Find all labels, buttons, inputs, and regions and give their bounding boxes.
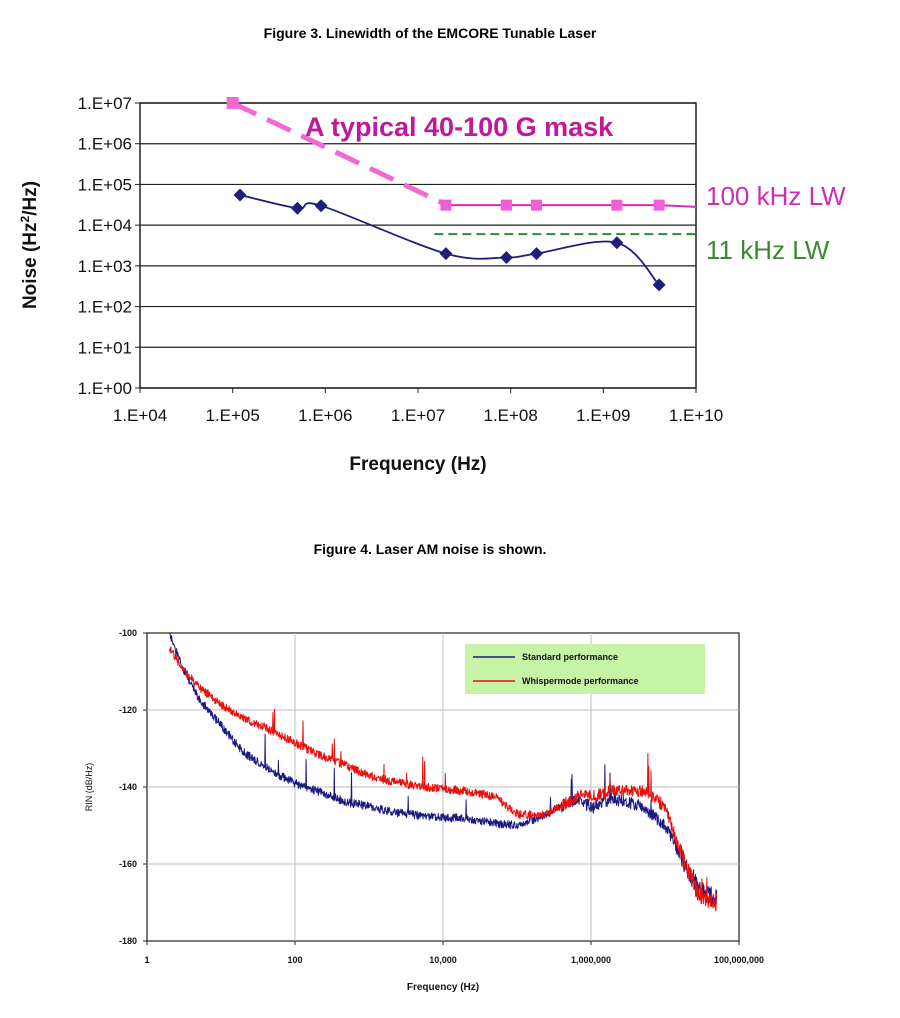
figure-4-y-tick-label: -180 bbox=[119, 936, 137, 946]
figure-3-y-ticks: 1.E+00 1.E+01 1.E+02 1.E+03 1.E+04 1.E+05 1.E+… bbox=[78, 94, 140, 398]
figure-4-series bbox=[168, 632, 718, 912]
lw100-point bbox=[440, 199, 452, 211]
lw100-annotation: 100 kHz LW bbox=[706, 181, 846, 211]
mask-slope-line bbox=[231, 100, 447, 207]
laser-noise-point bbox=[610, 236, 624, 250]
figure-4-y-tick-label: -120 bbox=[119, 705, 137, 715]
figure-3-title: Figure 3. Linewidth of the EMCORE Tunabl… bbox=[264, 25, 597, 41]
figure-3-x-tick-label: 1.E+10 bbox=[669, 406, 723, 425]
figure-3-y-label-sup: 2 bbox=[18, 215, 32, 222]
lw11-annotation: 11 kHz LW bbox=[706, 235, 830, 265]
figure-3-x-tick-label: 1.E+09 bbox=[576, 406, 630, 425]
laser-noise-point bbox=[499, 251, 513, 265]
lw100-point bbox=[530, 199, 542, 211]
laser-noise-point bbox=[529, 247, 543, 261]
laser-noise-point bbox=[439, 247, 453, 261]
laser-noise-point bbox=[290, 201, 304, 215]
lw100-point bbox=[653, 199, 665, 211]
figure-4-y-ticks: -100 -120 -140 -160 -180 bbox=[119, 628, 147, 946]
laser-noise-point bbox=[652, 278, 666, 292]
figure-4-x-tick-label: 10,000 bbox=[429, 955, 457, 965]
figure-4-legend: Standard performance Whispermode perform… bbox=[465, 644, 705, 694]
figure-3-x-tick-label: 1.E+07 bbox=[391, 406, 445, 425]
figure-4-x-axis-label: Frequency (Hz) bbox=[407, 982, 479, 993]
laser-noise-point bbox=[314, 199, 328, 213]
figure-4-x-tick-label: 100,000,000 bbox=[714, 955, 764, 965]
figure-3-x-tick-label: 1.E+05 bbox=[205, 406, 259, 425]
figure-3-y-tick-label: 1.E+05 bbox=[78, 175, 132, 194]
figure-3-y-tick-label: 1.E+06 bbox=[78, 135, 132, 154]
lw100-point bbox=[611, 199, 623, 211]
figure-4-x-tick-label: 1,000,000 bbox=[571, 955, 611, 965]
figure-4-y-tick-label: -100 bbox=[119, 628, 137, 638]
figure-3-gridlines bbox=[140, 102, 696, 389]
lw100-point bbox=[500, 199, 512, 211]
figure-4-title: Figure 4. Laser AM noise is shown. bbox=[314, 541, 547, 557]
standard-performance-line bbox=[169, 632, 718, 908]
legend-label-standard: Standard performance bbox=[522, 652, 618, 662]
figure-4-x-ticks: 1 100 10,000 1,000,000 100,000,000 bbox=[144, 941, 764, 965]
figure-4-y-tick-label: -160 bbox=[119, 859, 137, 869]
laser-noise-point bbox=[233, 188, 247, 202]
figure-3-y-tick-label: 1.E+01 bbox=[78, 338, 132, 357]
figure-4-x-tick-label: 1 bbox=[144, 955, 149, 965]
legend-label-whispermode: Whispermode performance bbox=[522, 676, 639, 686]
figure-3-plot-area bbox=[139, 102, 697, 389]
figure-3-series bbox=[226, 97, 697, 292]
figure-4-y-tick-label: -140 bbox=[119, 782, 137, 792]
lw100-line bbox=[445, 204, 697, 208]
figure-3-x-tick-label: 1.E+04 bbox=[113, 406, 167, 425]
figure-3-x-axis-label: Frequency (Hz) bbox=[349, 454, 486, 475]
figure-3-y-tick-label: 1.E+02 bbox=[78, 298, 132, 317]
figure-3-y-tick-label: 1.E+07 bbox=[78, 94, 132, 113]
figure-3-y-label-main: Noise (Hz bbox=[20, 222, 41, 309]
mask-corner-marker bbox=[226, 97, 239, 109]
figure-3-y-tick-label: 1.E+03 bbox=[78, 257, 132, 276]
figure-3-y-tick-label: 1.E+04 bbox=[78, 216, 132, 235]
mask-annotation: A typical 40-100 G mask bbox=[305, 112, 614, 142]
figure-3-x-tick-label: 1.E+08 bbox=[483, 406, 537, 425]
figure-3-y-axis-label: Noise (Hz2/Hz) bbox=[18, 181, 41, 309]
figure-4-x-tick-label: 100 bbox=[287, 955, 302, 965]
legend-box bbox=[465, 644, 705, 694]
figure-3-y-label-tail: /Hz) bbox=[20, 181, 41, 216]
figure-3-y-tick-label: 1.E+00 bbox=[78, 379, 132, 398]
figure-3-x-tick-label: 1.E+06 bbox=[298, 406, 352, 425]
figure-3-x-ticks: 1.E+04 1.E+05 1.E+06 1.E+07 1.E+08 1.E+09 1.E+… bbox=[113, 388, 723, 425]
whispermode-performance-line bbox=[168, 646, 718, 912]
figure-4-y-axis-label: RIN (dB/Hz) bbox=[84, 763, 94, 812]
